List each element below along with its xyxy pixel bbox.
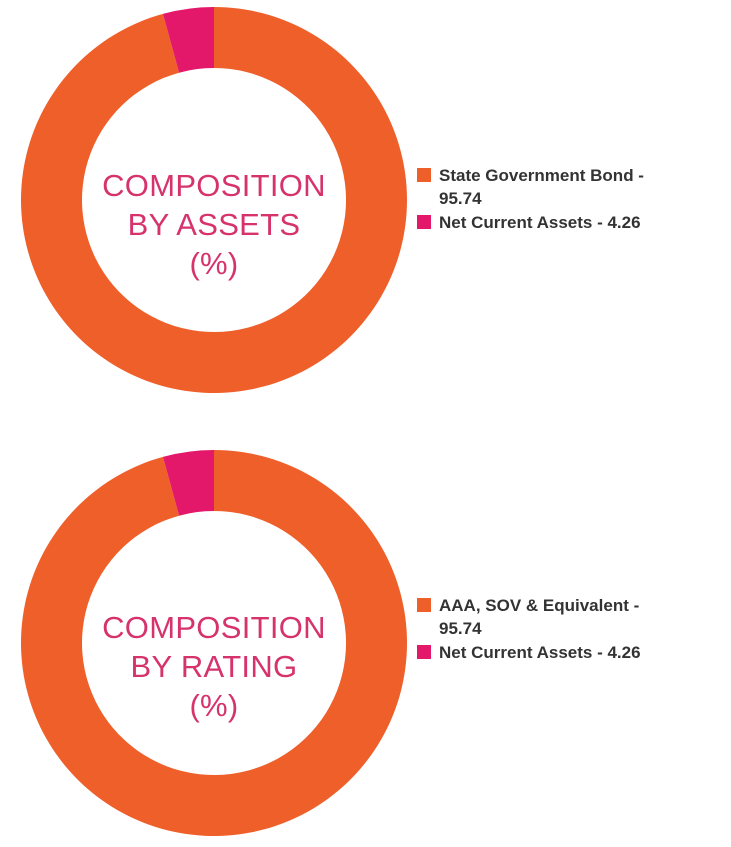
assets-center-title-line-2: BY ASSETS (127, 207, 301, 242)
donut-slice-net-current-assets (162, 7, 214, 73)
assets-legend-swatch-pink (417, 215, 431, 229)
composition-by-assets-chart: COMPOSITION BY ASSETS (%) State Governme… (0, 0, 731, 400)
assets-legend: State Government Bond - 95.74 Net Curren… (417, 164, 689, 235)
rating-center-title-line-3: (%) (189, 688, 239, 723)
assets-center-title-line-1: COMPOSITION (102, 168, 326, 203)
assets-center-title-line-3: (%) (189, 246, 239, 281)
rating-center-title-line-1: COMPOSITION (102, 610, 326, 645)
rating-legend-swatch-pink (417, 645, 431, 659)
rating-legend: AAA, SOV & Equivalent - 95.74 Net Curren… (417, 594, 669, 665)
assets-donut (20, 7, 407, 393)
rating-legend-label: Net Current Assets - 4.26 (439, 643, 641, 662)
donut-slice-net-current-assets (162, 450, 214, 516)
rating-center-title: COMPOSITION BY RATING (%) (74, 608, 354, 725)
rating-legend-swatch-orange (417, 598, 431, 612)
rating-legend-label: AAA, SOV & Equivalent - 95.74 (439, 596, 640, 638)
rating-legend-item-net-current-assets: Net Current Assets - 4.26 (417, 641, 669, 664)
rating-donut (20, 450, 407, 836)
rating-center-title-line-2: BY RATING (130, 649, 298, 684)
assets-legend-item-state-government-bond: State Government Bond - 95.74 (417, 164, 689, 210)
rating-legend-item-aaa-sov-equivalent: AAA, SOV & Equivalent - 95.74 (417, 594, 669, 640)
composition-by-rating-chart: COMPOSITION BY RATING (%) AAA, SOV & Equ… (0, 443, 731, 843)
assets-legend-label: State Government Bond - 95.74 (439, 166, 644, 208)
assets-legend-item-net-current-assets: Net Current Assets - 4.26 (417, 211, 689, 234)
assets-legend-label: Net Current Assets - 4.26 (439, 213, 641, 232)
donut-slice-state-government-bond (20, 7, 407, 393)
assets-legend-swatch-orange (417, 168, 431, 182)
assets-center-title: COMPOSITION BY ASSETS (%) (74, 166, 354, 283)
donut-slice-aaa-sov-equivalent (20, 450, 407, 836)
